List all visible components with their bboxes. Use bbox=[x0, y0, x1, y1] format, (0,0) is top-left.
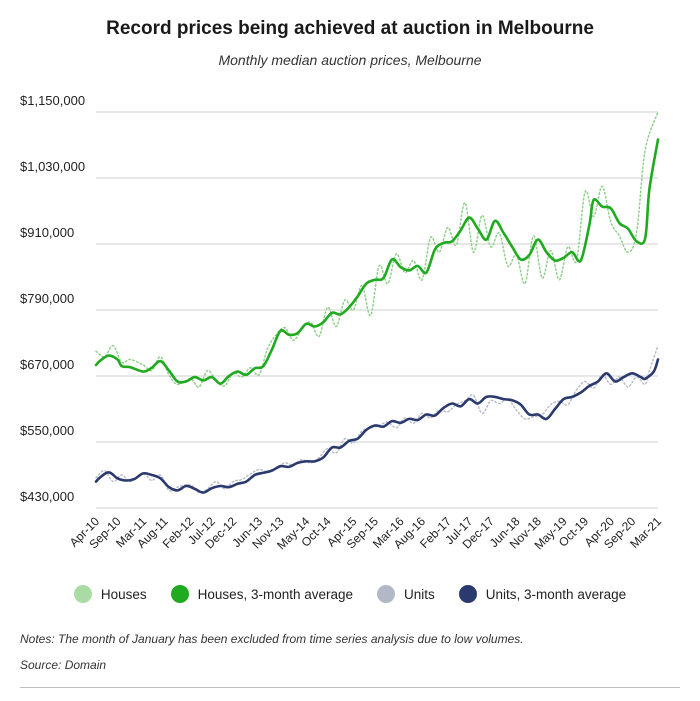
series-line-units-3-month-average bbox=[94, 358, 660, 494]
legend-swatch-houses bbox=[73, 585, 92, 603]
legend: Houses Houses, 3-month average Units Uni… bbox=[0, 585, 700, 603]
bottom-divider bbox=[20, 687, 680, 688]
chart-title: Record prices being achieved at auction … bbox=[106, 18, 594, 39]
legend-item-units[interactable]: Units bbox=[377, 585, 435, 603]
x-axis-ticks: Apr-10Sep-10Mar-11Aug-11Feb-12Jul-12Dec-… bbox=[67, 514, 665, 552]
y-tick-label: $430,000 bbox=[20, 489, 74, 504]
y-tick-label: $550,000 bbox=[20, 423, 74, 438]
y-tick-label: $670,000 bbox=[20, 357, 74, 372]
y-tick-label: $1,150,000 bbox=[20, 93, 85, 108]
legend-item-units-avg[interactable]: Units, 3-month average bbox=[458, 585, 627, 603]
source-note: Source: Domain bbox=[20, 658, 107, 672]
y-axis-ticks: $430,000 $550,000 $670,000 $790,000 $910,000… bbox=[20, 93, 85, 504]
legend-label-houses-avg: Houses, 3-month average bbox=[197, 586, 354, 602]
legend-swatch-units-avg bbox=[458, 585, 477, 603]
legend-swatch-houses-avg bbox=[170, 585, 189, 603]
line-chart: $430,000 $550,000 $670,000 $790,000 $910,000… bbox=[20, 93, 665, 552]
legend-item-houses[interactable]: Houses bbox=[73, 585, 147, 603]
legend-item-houses-avg[interactable]: Houses, 3-month average bbox=[170, 585, 354, 603]
y-tick-label: $790,000 bbox=[20, 291, 74, 306]
series-line-houses-3-month-average bbox=[94, 138, 660, 385]
series-group bbox=[94, 111, 660, 494]
legend-label-units: Units bbox=[404, 586, 435, 602]
footnote: Notes: The month of January has been exc… bbox=[20, 632, 524, 646]
legend-swatch-units bbox=[377, 585, 396, 603]
legend-label-units-avg: Units, 3-month average bbox=[485, 586, 627, 602]
legend-label-houses: Houses bbox=[100, 586, 147, 602]
y-tick-label: $1,030,000 bbox=[20, 159, 85, 174]
grid-lines bbox=[96, 111, 658, 509]
chart-subtitle: Monthly median auction prices, Melbourne bbox=[218, 52, 482, 68]
series-line-units bbox=[95, 345, 659, 494]
series-line-houses bbox=[95, 111, 659, 388]
y-tick-label: $910,000 bbox=[20, 225, 74, 240]
